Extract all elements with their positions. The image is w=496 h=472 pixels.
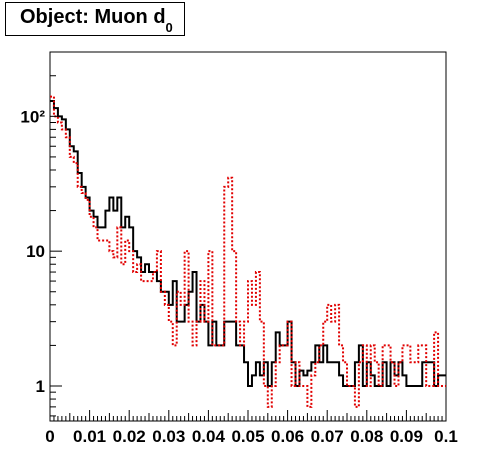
y-tick-label: 10²: [20, 107, 45, 126]
x-tick-label: 0.1: [434, 427, 458, 446]
chart-title-main: Object: Muon d: [20, 6, 166, 28]
y-tick-label: 10: [26, 242, 45, 261]
y-tick-label: 1: [36, 377, 45, 396]
series-1-histogram-line: [50, 99, 446, 387]
x-tick-label: 0.02: [113, 427, 146, 446]
series-2-histogram-line: [50, 95, 446, 408]
chart-title: Object: Muon d0: [20, 6, 173, 35]
x-tick-label: 0.05: [231, 427, 264, 446]
chart-title-subscript: 0: [165, 20, 173, 35]
x-tick-label: 0.09: [390, 427, 423, 446]
x-tick-label: 0: [45, 427, 54, 446]
x-tick-label: 0.04: [192, 427, 226, 446]
x-tick-label: 0.08: [350, 427, 383, 446]
x-tick-label: 0.06: [271, 427, 304, 446]
x-tick-label: 0.01: [73, 427, 106, 446]
chart-title-box: Object: Muon d0: [5, 2, 185, 36]
x-tick-label: 0.07: [311, 427, 344, 446]
x-tick-label: 0.03: [152, 427, 185, 446]
